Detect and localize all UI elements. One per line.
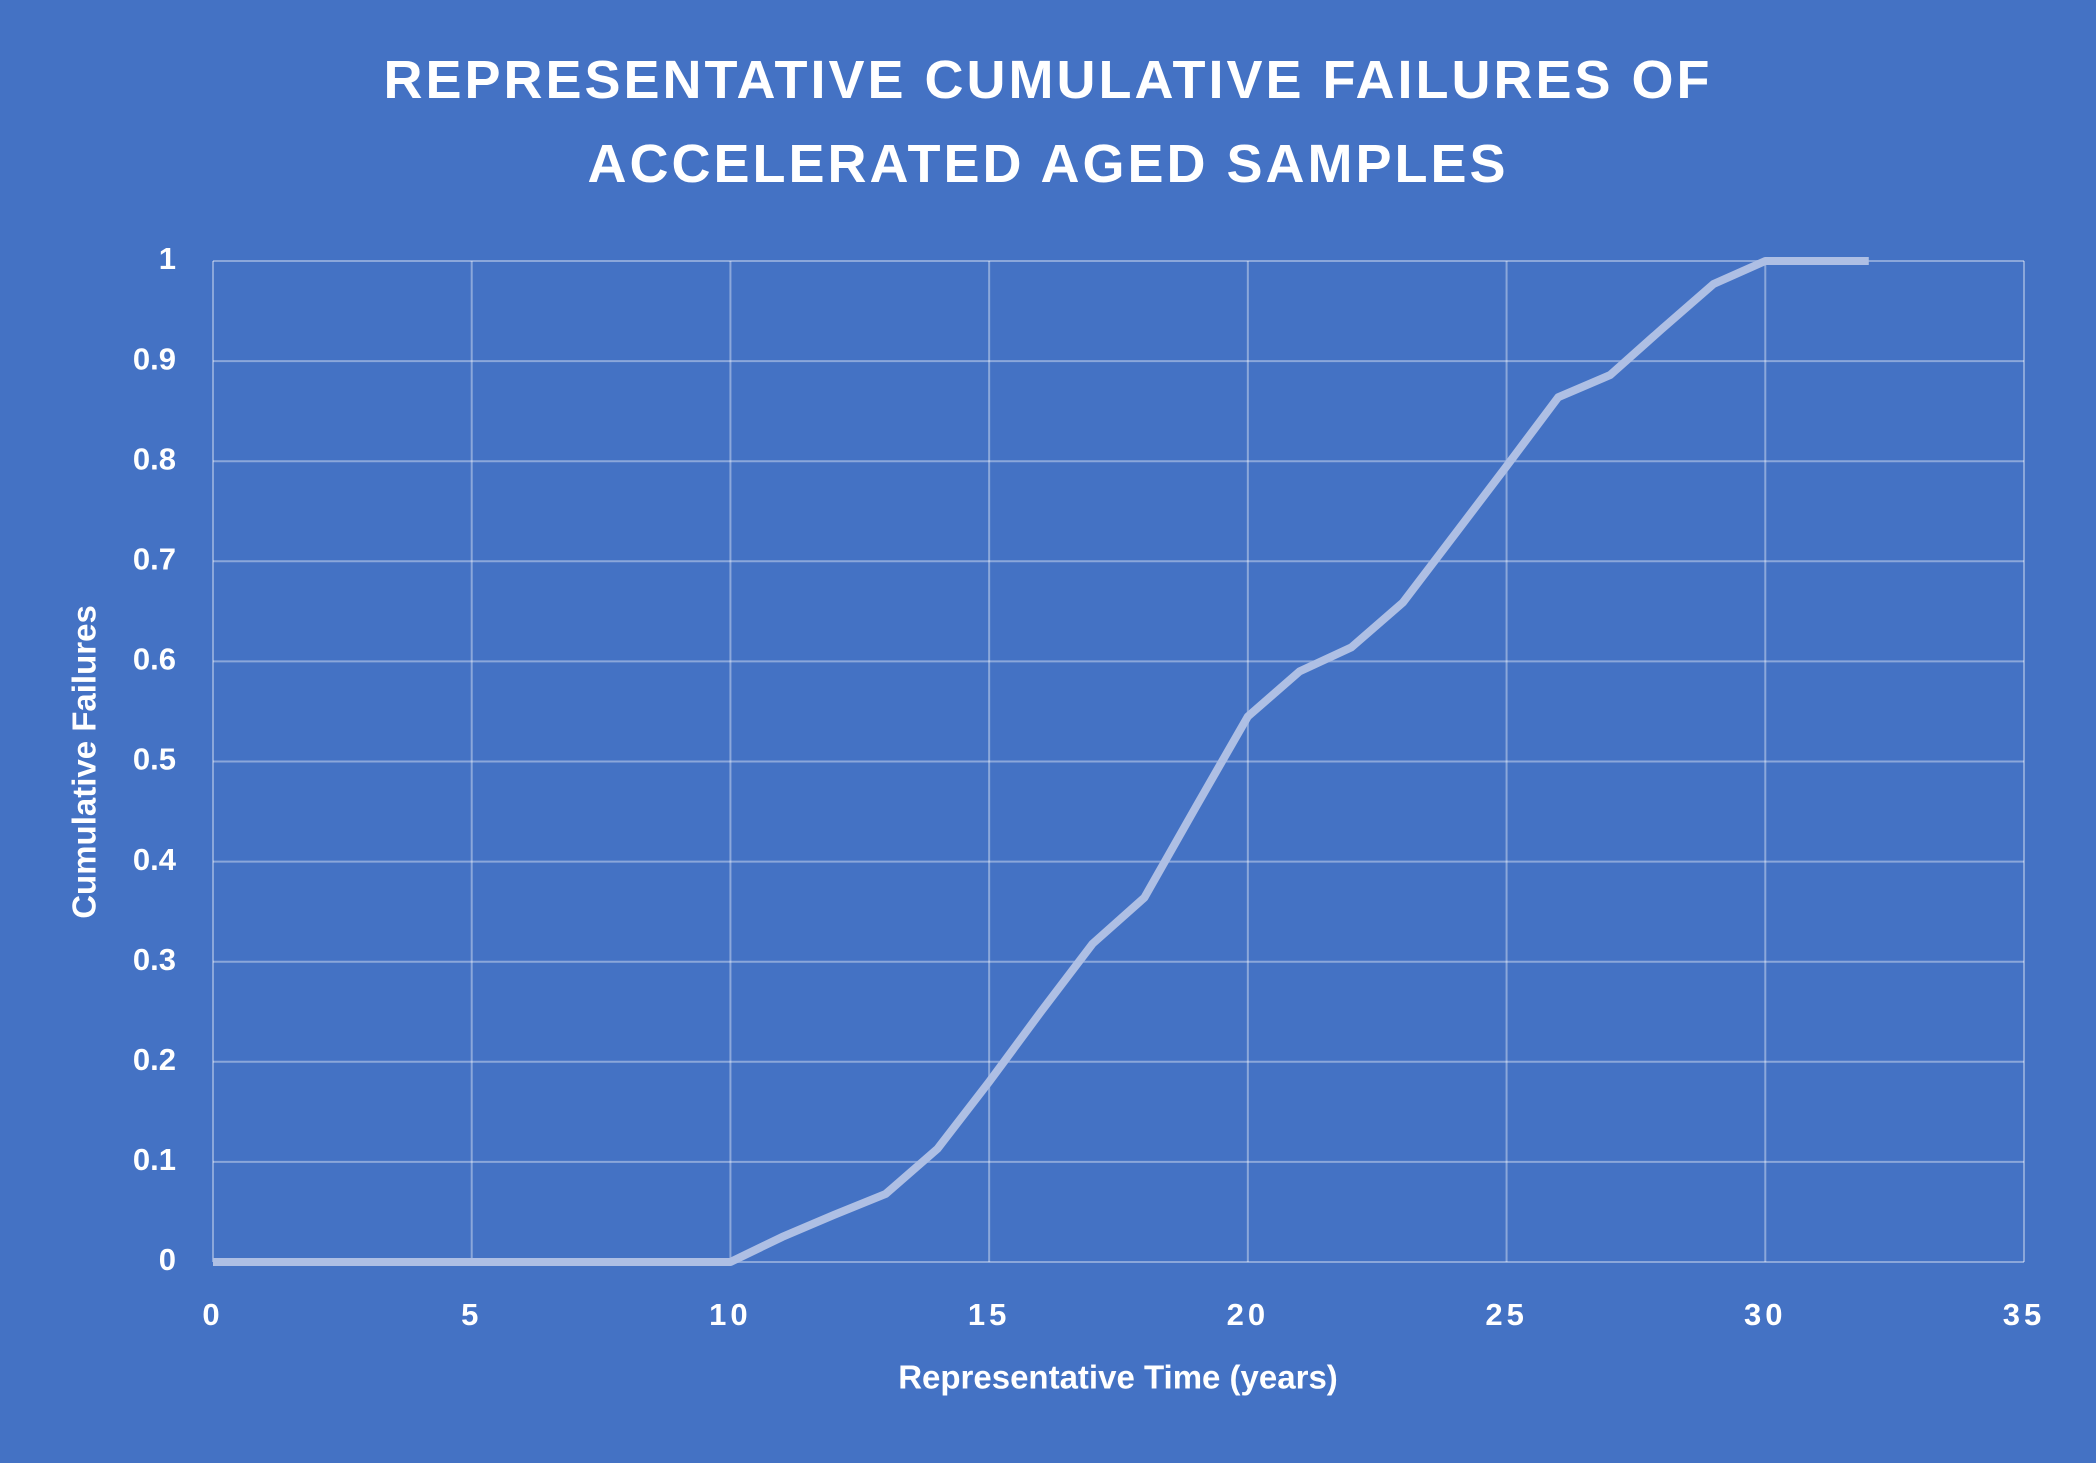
y-tick-label: 1 <box>159 241 176 276</box>
y-tick-label: 0.6 <box>133 642 176 677</box>
y-tick-label: 0.4 <box>133 842 177 877</box>
x-tick-label: 0 <box>202 1297 223 1332</box>
x-tick-label: 30 <box>1744 1297 1786 1332</box>
data-line <box>213 257 1869 1266</box>
y-axis-title: Cumulative Failures <box>66 605 103 919</box>
y-tick-label: 0 <box>159 1242 176 1277</box>
x-tick-label: 15 <box>968 1297 1010 1332</box>
x-tick-label: 35 <box>2003 1297 2045 1332</box>
y-tick-label: 0.3 <box>133 942 176 977</box>
chart-title: REPRESENTATIVE CUMULATIVE FAILURES OF AC… <box>383 50 1713 194</box>
x-tick-label: 5 <box>461 1297 482 1332</box>
x-tick-label: 10 <box>709 1297 751 1332</box>
y-tick-label: 0.8 <box>133 441 176 476</box>
y-tick-label: 0.2 <box>133 1042 176 1077</box>
x-axis-title: Representative Time (years) <box>898 1359 1338 1396</box>
x-tick-label: 25 <box>1485 1297 1527 1332</box>
y-tick-label: 0.7 <box>133 541 176 576</box>
y-tick-label: 0.5 <box>133 742 176 777</box>
y-tick-label: 0.9 <box>133 341 176 376</box>
x-tick-label: 20 <box>1227 1297 1269 1332</box>
y-tick-label: 0.1 <box>133 1142 176 1177</box>
